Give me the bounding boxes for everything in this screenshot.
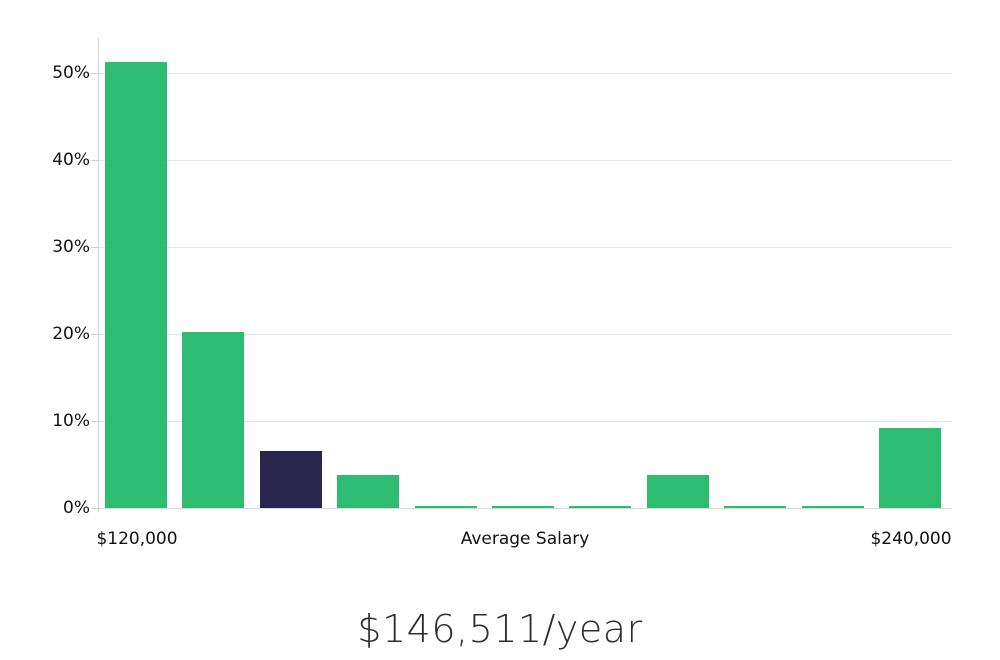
bar[interactable]	[182, 332, 245, 508]
y-tick	[91, 72, 99, 74]
bar[interactable]	[801, 505, 864, 508]
y-tick-label: 0%	[63, 498, 90, 518]
bar[interactable]	[492, 505, 554, 508]
bar[interactable]	[569, 505, 632, 508]
gridline	[99, 72, 952, 74]
y-tick	[91, 508, 99, 509]
y-tick-label: 20%	[52, 323, 90, 344]
y-tick-label: 10%	[52, 410, 90, 431]
plot-area	[98, 38, 952, 512]
y-tick-label: 30%	[52, 236, 90, 257]
x-axis-baseline	[99, 508, 952, 509]
gridline	[99, 246, 952, 248]
y-axis-line	[98, 38, 99, 512]
bar[interactable]	[646, 474, 709, 508]
x-tick-label-max: $240,000	[870, 529, 952, 549]
bar[interactable]	[105, 62, 167, 508]
y-tick	[91, 159, 99, 161]
gridline	[99, 159, 952, 161]
y-tick	[91, 333, 99, 335]
bar[interactable]	[724, 505, 787, 508]
x-tick-label-min: $120,000	[96, 529, 178, 549]
y-tick	[91, 420, 99, 422]
bar[interactable]	[879, 427, 941, 508]
y-tick-label: 50%	[52, 62, 90, 83]
bar[interactable]	[337, 474, 400, 508]
average-salary-caption: $146,511/year	[357, 607, 643, 651]
bar[interactable]	[414, 505, 477, 508]
highlighted-bar[interactable]	[259, 450, 322, 508]
y-tick	[91, 246, 99, 248]
gridline	[99, 333, 952, 335]
gridline	[99, 420, 952, 422]
x-axis-title: Average Salary	[460, 529, 590, 549]
y-tick-label: 40%	[52, 149, 90, 170]
